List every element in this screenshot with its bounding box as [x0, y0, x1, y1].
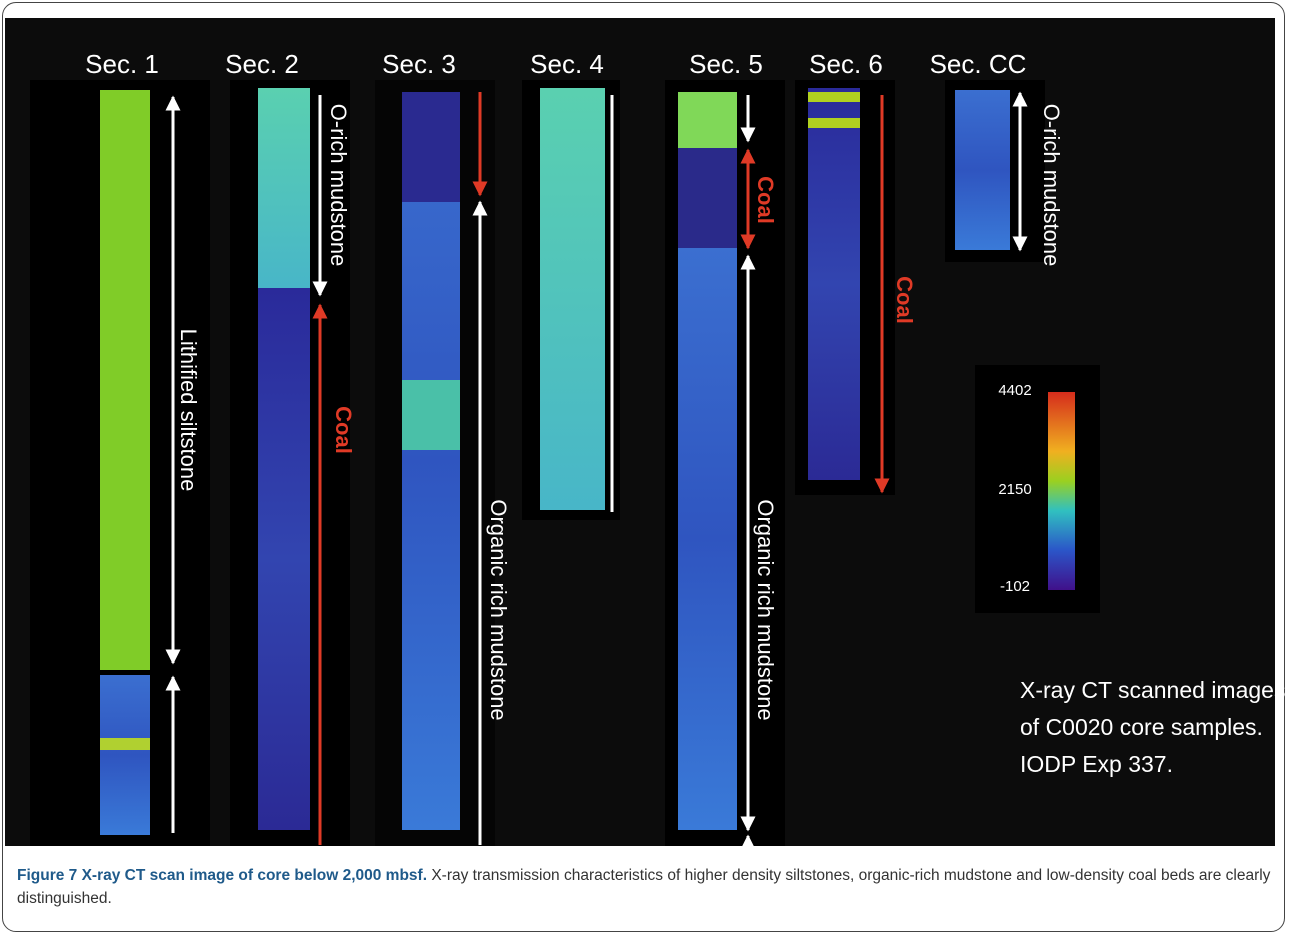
- colorbar-tick: 4402: [998, 382, 1031, 399]
- section-label: Sec. 4: [530, 49, 604, 79]
- colorbar-tick: 2150: [998, 481, 1031, 498]
- caption: Figure 7 X-ray CT scan image of core bel…: [17, 864, 1272, 910]
- note-line: of C0020 core samples.: [1020, 714, 1263, 740]
- annotation: Coal: [753, 176, 778, 224]
- annotation: O-rich mudstone: [1039, 104, 1064, 267]
- section-label: Sec. CC: [930, 49, 1027, 79]
- section-label: Sec. 2: [225, 49, 299, 79]
- annotation: Lithified siltstone: [176, 329, 201, 492]
- note-line: X-ray CT scanned images: [1020, 677, 1285, 703]
- figure-image: Sec. 1 Sec. 2 Sec. 3 Sec. 4 Sec. 5 Sec. …: [0, 0, 1290, 860]
- section-label: Sec. 6: [809, 49, 883, 79]
- section-label: Sec. 3: [382, 49, 456, 79]
- annotation: O-rich mudstone: [326, 104, 351, 267]
- section-label: Sec. 1: [85, 49, 159, 79]
- section-label: Sec. 5: [689, 49, 763, 79]
- annotation: Organic rich mudstone: [486, 499, 511, 720]
- annotation: Coal: [331, 406, 356, 454]
- annotation: Coal: [892, 276, 917, 324]
- caption-label: Figure 7 X-ray CT scan image of core bel…: [17, 867, 427, 884]
- colorbar-tick: -102: [1000, 578, 1030, 595]
- note-line: IODP Exp 337.: [1020, 751, 1173, 777]
- annotation: Organic rich mudstone: [753, 499, 778, 720]
